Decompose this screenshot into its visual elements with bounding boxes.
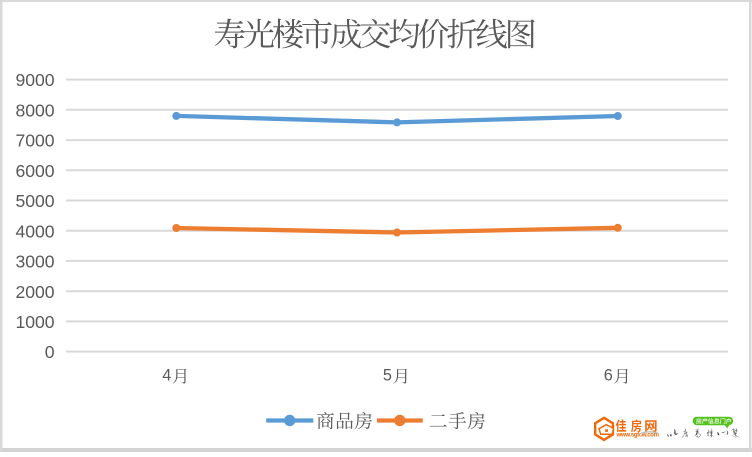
svg-text:4: 4 — [162, 367, 171, 385]
svg-text:www.sgfcw.com: www.sgfcw.com — [616, 432, 660, 439]
svg-text:6: 6 — [604, 367, 613, 385]
svg-text:1000: 1000 — [15, 312, 54, 332]
svg-text:9000: 9000 — [15, 70, 54, 90]
svg-text:2000: 2000 — [15, 282, 54, 302]
svg-text:5000: 5000 — [15, 191, 54, 211]
svg-text:7000: 7000 — [15, 131, 54, 151]
svg-text:0: 0 — [45, 342, 55, 362]
svg-text:6000: 6000 — [15, 161, 54, 181]
svg-text:5: 5 — [383, 367, 392, 385]
svg-text:3000: 3000 — [15, 252, 54, 272]
svg-text:8000: 8000 — [15, 100, 54, 120]
svg-text:4000: 4000 — [15, 221, 54, 241]
